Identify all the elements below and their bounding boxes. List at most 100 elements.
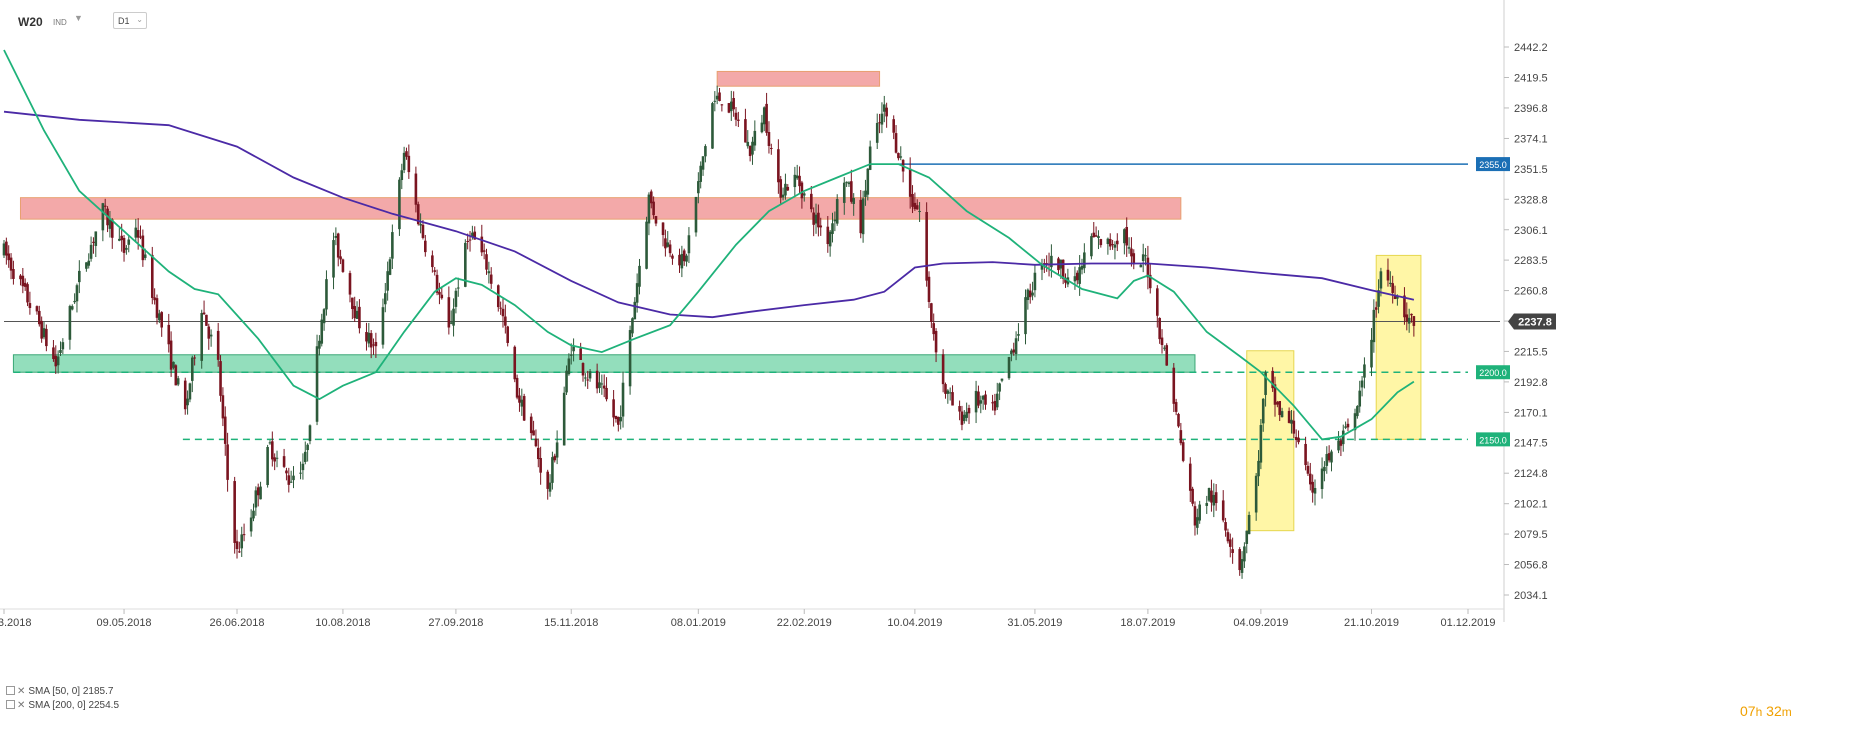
candle [1238,547,1241,576]
legend-sma200[interactable]: ✕ SMA [200, 0] 2254.5 [6,700,119,711]
candle [534,429,538,448]
candle [1358,380,1362,413]
candle-body [513,346,517,380]
candle [551,451,554,490]
candle-body [765,103,768,133]
candle-body [588,371,592,379]
candle-body [289,481,293,483]
candle-body [19,275,22,280]
candle [1271,367,1274,392]
candle [897,152,900,161]
candle [1370,328,1373,377]
candle-body [548,482,552,492]
legend-sma50[interactable]: ✕ SMA [50, 0] 2185.7 [6,686,113,697]
candle [26,282,29,307]
candle-body [536,447,540,460]
candle [800,180,804,209]
candle-body [619,416,622,422]
candle [1097,230,1100,250]
time-tick-label: 21.10.2019 [1344,617,1399,629]
candle-body [979,400,983,404]
candle-body [367,332,371,344]
remove-icon[interactable]: ✕ [17,700,26,711]
candle [223,406,227,456]
candle [619,405,622,430]
candle-body [125,247,128,250]
candle-body [826,226,830,245]
symbol-name[interactable]: W20 [18,15,43,29]
candle [1254,473,1258,521]
candle-body [273,457,276,462]
price-tick-label: 2056.8 [1514,560,1548,572]
timeframe-select[interactable]: D1 ⌄ [113,12,147,29]
candle [134,218,138,243]
candle-body [1323,466,1326,472]
symbol-chevron-down-icon[interactable]: ▼ [74,13,83,23]
candle-body [602,385,606,389]
candle-body [1012,349,1016,353]
candle [275,450,279,468]
candle [1374,301,1378,318]
candle-body [744,119,747,143]
candle [1309,462,1312,491]
candle-body [645,221,648,269]
candle [835,194,839,226]
candle [979,395,983,414]
candle-body [1344,426,1347,428]
candle-body [991,402,994,404]
candle [1181,439,1185,463]
candle [944,382,947,399]
candle [974,380,978,424]
candle [1132,249,1136,270]
candle-body [1177,413,1180,427]
candle-body [1280,411,1284,418]
candle-body [831,223,834,234]
candle [713,91,717,112]
candle [925,202,928,287]
candle [1113,241,1117,260]
candle [518,387,521,412]
candle-body [223,416,227,444]
candle-body [158,313,161,321]
candle-body [1214,492,1218,504]
candle [831,212,834,243]
candle-body [1278,400,1282,416]
candle-body [271,441,274,460]
candle-body [38,310,41,325]
candle [160,311,163,337]
candle [649,189,653,209]
time-tick-label: 08.01.2019 [671,617,726,629]
candle [1360,376,1364,397]
candle-body [499,307,502,309]
candle-body [1172,367,1176,404]
candle [671,253,674,265]
candle-body [534,438,538,447]
candle [75,283,79,313]
candle-body [958,406,961,412]
candle [1125,217,1129,257]
candle-body [1148,274,1152,289]
candle [1045,255,1048,272]
candle-body [489,274,493,284]
price-tick-label: 2102.1 [1514,499,1548,511]
candle [899,146,903,161]
candle [1099,238,1103,248]
candle-body [553,455,557,461]
candle [1205,495,1209,514]
candle-body [617,416,620,425]
remove-icon[interactable]: ✕ [17,686,26,697]
candle [207,323,211,350]
candle-body [254,490,258,508]
candle-body [23,282,27,287]
candle-body [1379,271,1383,289]
candle-body [1141,254,1145,261]
indicator-settings-icon[interactable] [6,700,15,709]
candle-body [930,303,933,322]
candle-body [760,122,764,133]
candle-body [1374,307,1378,310]
candle [704,144,707,163]
candle-body [383,293,387,305]
indicator-settings-icon[interactable] [6,686,15,695]
candle-body [1243,546,1246,562]
